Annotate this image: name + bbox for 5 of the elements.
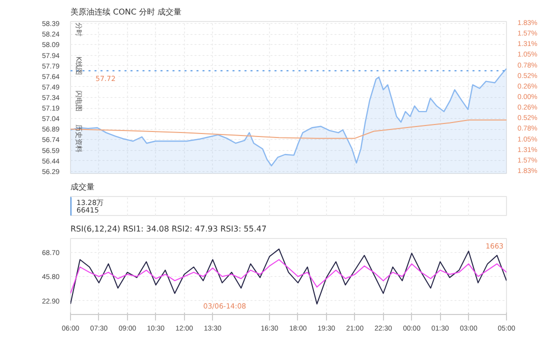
chart-title: 美原油连续 CONC 分时 成交量 [70, 8, 182, 16]
chart-title: 成交量 [70, 182, 94, 192]
line-series [70, 259, 506, 294]
line-series [70, 248, 506, 304]
chart-title: RSI(6,12,24) RSI1: 34.08 RSI2: 47.93 RSI3: 55.47 [70, 224, 267, 234]
